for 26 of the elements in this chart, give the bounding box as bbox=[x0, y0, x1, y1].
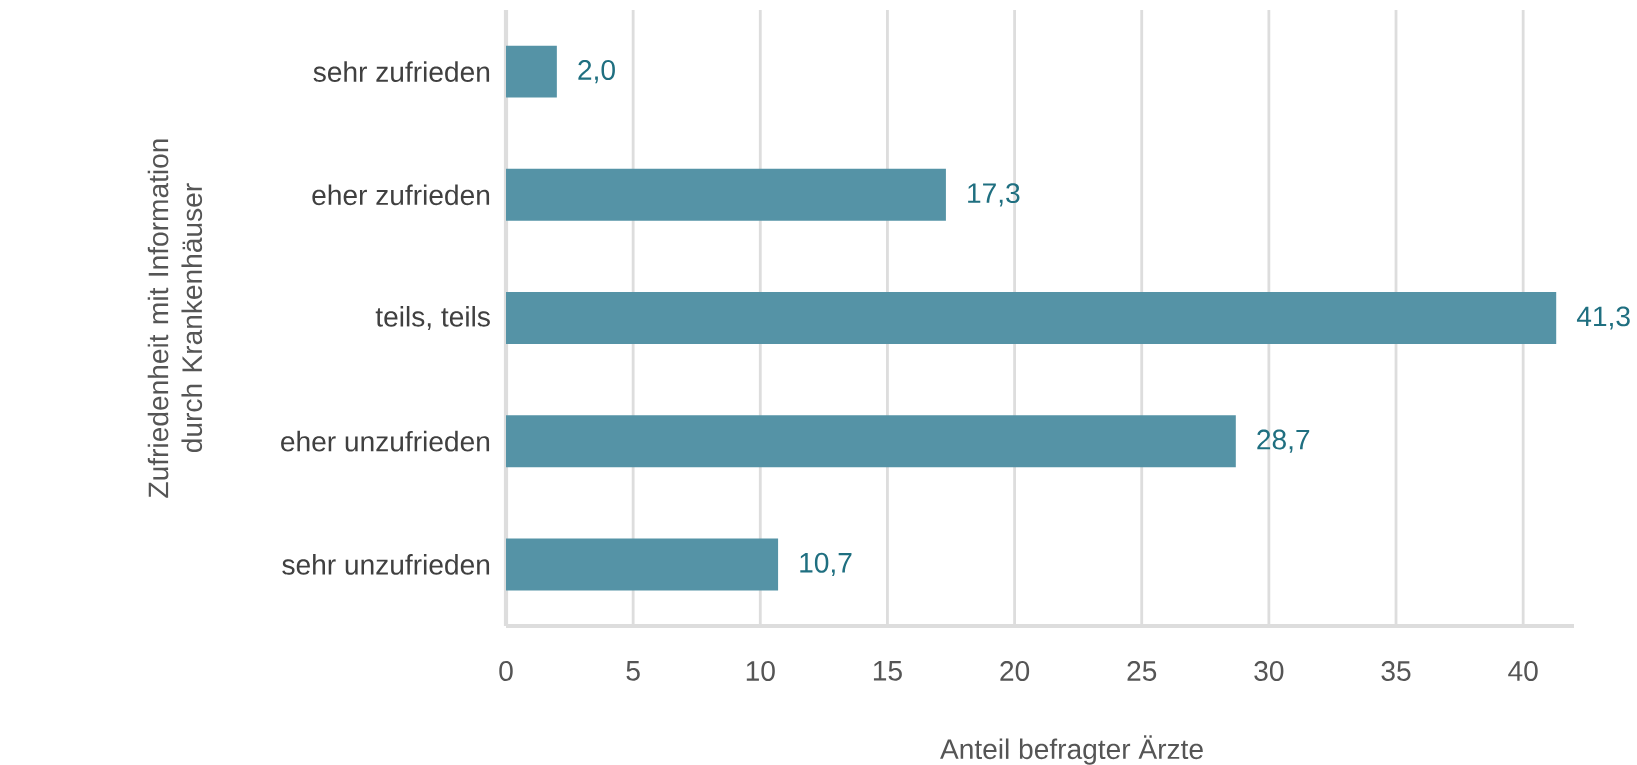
y-tick-label: eher zufrieden bbox=[312, 184, 490, 206]
x-tick-label: 20 bbox=[1000, 661, 1030, 681]
data-label: 28,7 bbox=[1257, 429, 1310, 453]
bar bbox=[506, 538, 779, 591]
y-tick-label: sehr zufrieden bbox=[313, 61, 490, 82]
y-tick-label: eher unzufrieden bbox=[281, 430, 490, 452]
bar bbox=[506, 45, 557, 98]
data-label: 2,0 bbox=[578, 60, 615, 84]
x-tick-label: 5 bbox=[626, 661, 640, 681]
data-label: 10,7 bbox=[800, 552, 852, 577]
y-axis-title: Zufriedenheit mit Information durch Krankenhäuser bbox=[147, 139, 203, 498]
data-label: 41,3 bbox=[1576, 306, 1630, 330]
x-tick-label: 35 bbox=[1381, 661, 1411, 681]
y-tick-label: teils, teils bbox=[375, 306, 490, 330]
x-axis-title: Anteil befragter Ärzte bbox=[940, 735, 1203, 765]
bar bbox=[506, 292, 1557, 345]
data-label: 17,3 bbox=[968, 183, 1020, 207]
x-tick-label: 40 bbox=[1508, 661, 1538, 681]
bar bbox=[506, 415, 1236, 468]
x-tick-label: 30 bbox=[1254, 661, 1284, 681]
x-tick-label: 10 bbox=[746, 661, 775, 681]
x-tick-label: 25 bbox=[1127, 661, 1157, 681]
x-tick-label: 0 bbox=[499, 661, 513, 681]
x-tick-label: 15 bbox=[873, 661, 902, 681]
bar bbox=[506, 168, 946, 221]
y-tick-label: sehr unzufrieden bbox=[282, 554, 490, 575]
